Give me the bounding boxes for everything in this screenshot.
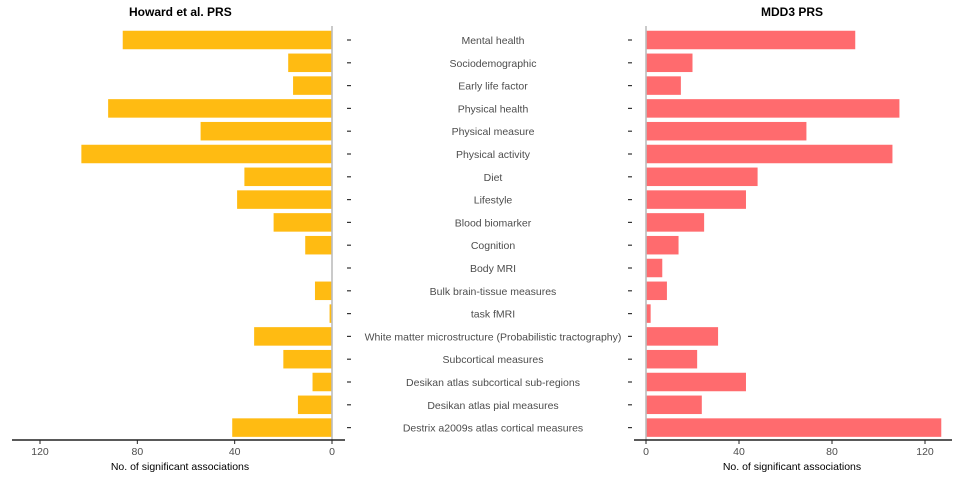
bar-right xyxy=(646,281,667,301)
category-label: Physical activity xyxy=(456,149,531,161)
category-label: task fMRI xyxy=(471,309,515,321)
bar-right xyxy=(646,190,746,209)
bar-right xyxy=(646,76,681,95)
x-tick-label-right: 80 xyxy=(826,446,838,458)
bar-right xyxy=(646,349,698,369)
x-axis-title-left: No. of significant associations xyxy=(111,461,249,473)
x-tick-label-left: 0 xyxy=(329,446,335,458)
x-tick-label-left: 120 xyxy=(31,446,49,458)
category-label: Mental health xyxy=(461,35,524,47)
x-tick-label-left: 40 xyxy=(229,446,241,458)
bar-right xyxy=(646,30,856,50)
bar-left xyxy=(297,395,332,415)
category-label: Body MRI xyxy=(470,263,516,275)
category-label: Lifestyle xyxy=(474,195,513,207)
x-tick-label-right: 0 xyxy=(643,446,649,458)
bar-left xyxy=(122,30,332,50)
category-label: Destrix a2009s atlas cortical measures xyxy=(403,423,583,435)
bar-right xyxy=(646,167,758,187)
bar-right xyxy=(646,99,900,118)
bar-right xyxy=(646,418,942,437)
bar-right xyxy=(646,395,702,415)
bar-left xyxy=(305,235,332,255)
bar-right xyxy=(646,258,663,278)
category-label: Early life factor xyxy=(458,81,528,93)
category-label: Blood biomarker xyxy=(455,217,532,229)
bar-right xyxy=(646,121,807,141)
bar-left xyxy=(254,327,332,346)
category-label: Cognition xyxy=(471,240,516,252)
category-label: Diet xyxy=(484,172,503,184)
category-label: Desikan atlas subcortical sub-regions xyxy=(406,377,580,389)
bar-right xyxy=(646,327,719,346)
bar-left xyxy=(288,53,332,73)
bar-left xyxy=(108,99,332,118)
bar-right xyxy=(646,53,693,73)
panel-title-right: MDD3 PRS xyxy=(761,5,823,19)
bar-left xyxy=(237,190,332,209)
bar-left xyxy=(81,144,332,164)
category-label: White matter microstructure (Probabilist… xyxy=(365,331,622,343)
x-tick-label-left: 80 xyxy=(131,446,143,458)
bar-left xyxy=(273,213,332,232)
category-label: Physical health xyxy=(458,103,529,115)
x-tick-label-right: 120 xyxy=(916,446,934,458)
bar-left xyxy=(293,76,332,95)
bar-right xyxy=(646,144,893,164)
bar-right xyxy=(646,235,679,255)
x-axis-title-right: No. of significant associations xyxy=(723,461,861,473)
bar-left xyxy=(232,418,332,437)
panel-title-left: Howard et al. PRS xyxy=(129,5,232,19)
category-label: Physical measure xyxy=(452,126,535,138)
bar-left xyxy=(312,372,332,392)
category-label: Subcortical measures xyxy=(443,354,544,366)
bar-left xyxy=(283,349,332,369)
bar-right xyxy=(646,372,746,392)
x-tick-label-right: 40 xyxy=(733,446,745,458)
category-label: Desikan atlas pial measures xyxy=(427,400,558,412)
category-label: Bulk brain-tissue measures xyxy=(430,286,557,298)
bar-left xyxy=(244,167,332,187)
category-label: Sociodemographic xyxy=(450,58,537,70)
bar-left xyxy=(314,281,332,301)
bar-right xyxy=(646,304,651,323)
bar-left xyxy=(200,121,332,141)
bar-left xyxy=(329,304,332,323)
bar-right xyxy=(646,213,705,232)
